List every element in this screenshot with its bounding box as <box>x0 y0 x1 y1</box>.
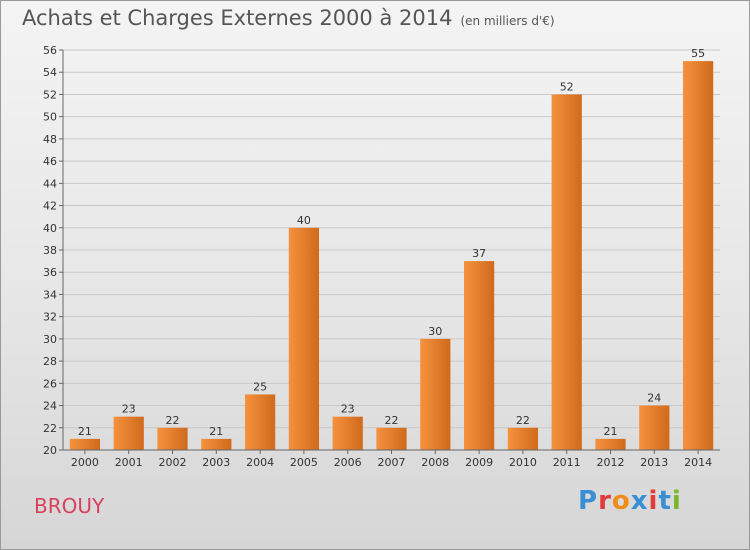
y-tick-label: 38 <box>43 244 57 257</box>
bar-value-label: 30 <box>428 325 442 338</box>
bar-2007 <box>376 427 407 450</box>
y-tick-label: 46 <box>43 155 57 168</box>
bar-2002 <box>157 427 188 450</box>
bar-value-label: 25 <box>253 380 267 393</box>
logo-letter: r <box>598 486 612 516</box>
x-tick-label: 2000 <box>71 456 99 469</box>
bar-2014 <box>682 61 714 450</box>
bar-value-label: 55 <box>691 47 705 60</box>
bar-2008 <box>420 338 451 450</box>
commune-name: BROUY <box>34 494 105 518</box>
bar-value-label: 21 <box>78 425 92 438</box>
y-tick-label: 54 <box>43 66 57 79</box>
y-tick-label: 44 <box>43 177 57 190</box>
y-tick-label: 20 <box>43 444 57 457</box>
x-tick-label: 2005 <box>290 456 318 469</box>
y-tick-label: 48 <box>43 133 57 146</box>
bar-2003 <box>201 438 232 450</box>
x-tick-label: 2004 <box>246 456 274 469</box>
y-tick-label: 24 <box>43 400 57 413</box>
y-tick-label: 28 <box>43 355 57 368</box>
bar-value-label: 22 <box>166 414 180 427</box>
x-tick-label: 2006 <box>334 456 362 469</box>
y-tick-label: 52 <box>43 88 57 101</box>
proxiti-logo: Proxiti <box>578 486 682 516</box>
x-tick-label: 2007 <box>378 456 406 469</box>
logo-letter: x <box>630 486 649 516</box>
bar-2009 <box>463 261 495 450</box>
x-tick-label: 2013 <box>640 456 668 469</box>
bar-2001 <box>113 416 144 450</box>
bar-value-label: 23 <box>122 403 136 416</box>
logo-letter: t <box>658 486 672 516</box>
bar-2011 <box>551 94 582 450</box>
bar-value-label: 24 <box>647 392 661 405</box>
x-tick-label: 2002 <box>159 456 187 469</box>
bar-value-label: 37 <box>472 247 486 260</box>
y-tick-label: 32 <box>43 311 57 324</box>
logo-letter: i <box>648 486 659 516</box>
bar-2005 <box>288 227 320 450</box>
bar-2006 <box>332 416 363 450</box>
y-tick-label: 50 <box>43 111 57 124</box>
bar-2004 <box>244 394 276 450</box>
y-tick-label: 22 <box>43 422 57 435</box>
chart-unit: (en milliers d'€) <box>460 14 555 28</box>
logo-letter: o <box>611 486 631 516</box>
logo-letter: P <box>578 486 599 516</box>
x-tick-label: 2010 <box>509 456 537 469</box>
bar-value-label: 21 <box>209 425 223 438</box>
x-tick-label: 2012 <box>597 456 625 469</box>
bar-value-label: 22 <box>516 414 530 427</box>
x-tick-label: 2003 <box>202 456 230 469</box>
x-tick-label: 2014 <box>684 456 712 469</box>
bar-value-label: 21 <box>604 425 618 438</box>
y-tick-label: 26 <box>43 377 57 390</box>
y-tick-label: 42 <box>43 200 57 213</box>
y-tick-label: 40 <box>43 222 57 235</box>
bar-2013 <box>639 405 670 450</box>
x-tick-label: 2011 <box>553 456 581 469</box>
bar-2000 <box>69 438 101 450</box>
y-tick-label: 34 <box>43 288 57 301</box>
bar-value-label: 23 <box>341 403 355 416</box>
y-tick-label: 30 <box>43 333 57 346</box>
bar-2010 <box>507 427 539 450</box>
x-tick-label: 2009 <box>465 456 493 469</box>
x-tick-label: 2008 <box>421 456 449 469</box>
chart-title-text: Achats et Charges Externes 2000 à 2014 <box>22 6 453 30</box>
bar-value-label: 52 <box>560 80 574 93</box>
x-tick-label: 2001 <box>115 456 143 469</box>
logo-letter: i <box>671 486 682 516</box>
y-tick-label: 56 <box>43 44 57 57</box>
bar-value-label: 22 <box>385 414 399 427</box>
bar-2012 <box>595 438 626 450</box>
bar-value-label: 40 <box>297 214 311 227</box>
y-tick-label: 36 <box>43 266 57 279</box>
chart-title: Achats et Charges Externes 2000 à 2014 (e… <box>22 6 555 30</box>
